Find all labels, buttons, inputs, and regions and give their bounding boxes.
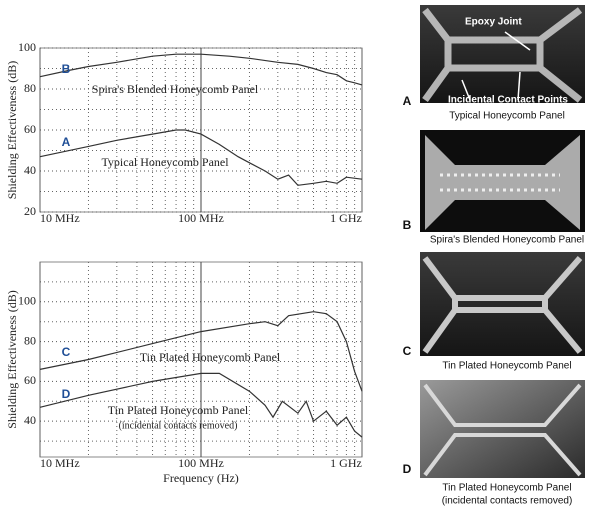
x-tick-label: 1 GHz xyxy=(330,211,362,225)
y-tick-label: 100 xyxy=(18,40,36,54)
y-tick-label: 20 xyxy=(24,204,36,218)
x-tick-label: 10 MHz xyxy=(40,456,80,470)
series-line xyxy=(39,311,363,392)
series-letter: B xyxy=(62,62,71,76)
series-letter: D xyxy=(62,387,71,401)
series-letter: C xyxy=(62,345,71,359)
series-label: Tin Plated Honeycomb Panel xyxy=(140,350,281,364)
y-tick-label: 100 xyxy=(18,294,36,308)
y-tick-label: 60 xyxy=(24,373,36,387)
x-axis-label: Frequency (Hz) xyxy=(163,471,239,485)
y-axis-label: Shielding Effectiveness (dB) xyxy=(5,290,19,428)
photo-letter: A xyxy=(403,94,412,108)
photo-letter: B xyxy=(403,218,412,232)
photo-caption: Tin Plated Honeycomb Panel xyxy=(442,483,571,494)
series-line xyxy=(39,372,363,438)
y-tick-label: 40 xyxy=(24,413,36,427)
x-tick-label: 100 MHz xyxy=(178,211,224,225)
photo-caption: Spira's Blended Honeycomb Panel xyxy=(430,235,584,246)
photo-arrows xyxy=(461,31,531,101)
series-note: (incidental contacts removed) xyxy=(119,420,238,431)
series-label: Tin Plated Honeycomb Panel xyxy=(108,403,249,417)
y-tick-label: 40 xyxy=(24,163,36,177)
series-label: Typical Honeycomb Panel xyxy=(101,155,229,169)
x-tick-label: 10 MHz xyxy=(40,211,80,225)
photo-caption: Tin Plated Honeycomb Panel xyxy=(442,361,571,372)
x-tick-label: 1 GHz xyxy=(330,456,362,470)
photo-annotation: Epoxy Joint xyxy=(465,17,522,28)
series-line xyxy=(39,53,363,86)
photo-d xyxy=(420,380,585,478)
series-letter: A xyxy=(62,135,71,149)
y-tick-label: 80 xyxy=(24,333,36,347)
series-label: Spira's Blended Honeycomb Panel xyxy=(92,82,259,96)
photo-caption: (incidental contacts removed) xyxy=(442,496,573,507)
photo-letter: D xyxy=(403,462,412,476)
series-line xyxy=(39,129,363,186)
photo-c xyxy=(420,252,585,356)
photo-b xyxy=(420,130,585,232)
photo-caption: Typical Honeycomb Panel xyxy=(449,111,565,122)
y-tick-label: 60 xyxy=(24,122,36,136)
x-tick-label: 100 MHz xyxy=(178,456,224,470)
photo-letter: C xyxy=(403,344,412,358)
y-axis-label: Shielding Effectiveness (dB) xyxy=(5,61,19,199)
photo-annotation: Incidental Contact Points xyxy=(448,95,568,106)
photo-a xyxy=(420,5,585,103)
y-tick-label: 80 xyxy=(24,81,36,95)
